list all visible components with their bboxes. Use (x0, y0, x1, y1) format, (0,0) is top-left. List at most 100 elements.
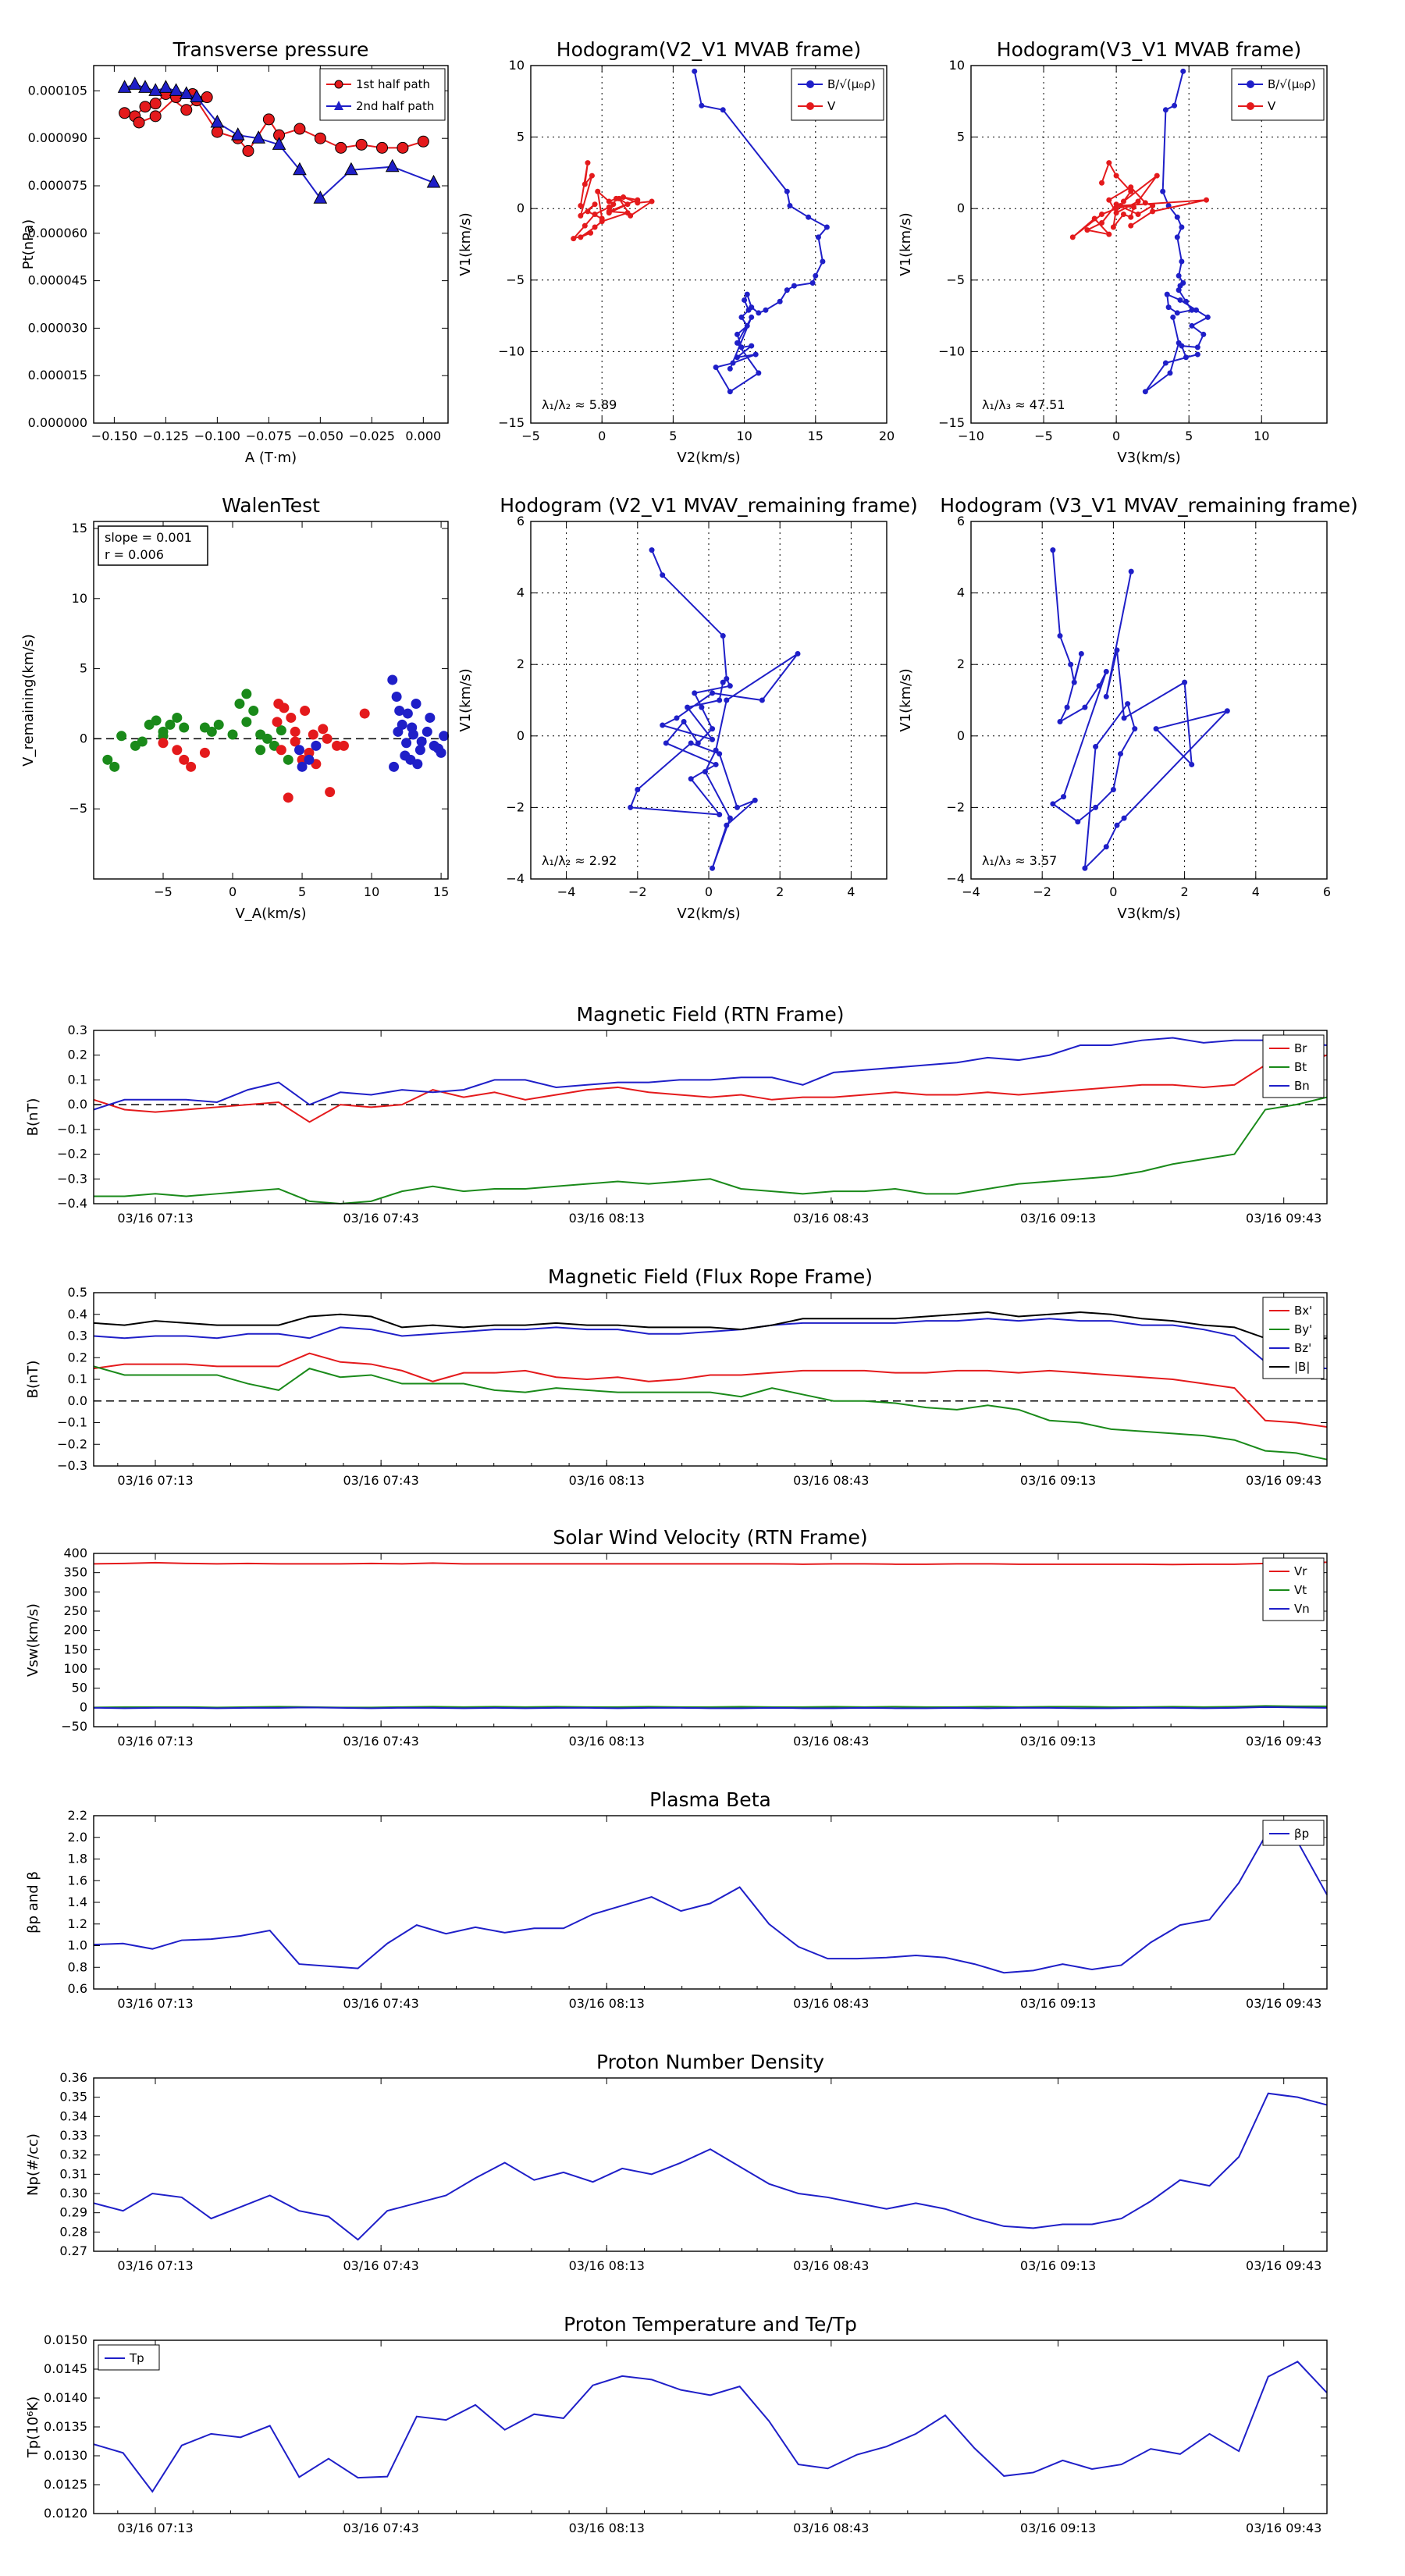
y-tick-label: 0.28 (59, 2224, 87, 2239)
data-point (710, 736, 716, 742)
series-V_remaining (1069, 160, 1210, 240)
y-tick-label: 250 (63, 1603, 87, 1618)
series-line-βp (93, 1830, 1328, 1974)
data-point (635, 787, 641, 792)
legend-label: Bt (1294, 1060, 1307, 1074)
data-point (149, 110, 162, 123)
y-tick-label: 0.000075 (28, 178, 87, 193)
y-tick-label: −10 (498, 343, 525, 358)
y-tick-label: 1.2 (68, 1916, 87, 1931)
data-point (426, 174, 441, 188)
data-point (749, 314, 755, 320)
data-point (578, 203, 584, 209)
data-point (1082, 704, 1088, 710)
data-point (262, 733, 273, 744)
data-point (578, 212, 584, 219)
data-point (752, 351, 759, 358)
data-point (322, 733, 333, 744)
data-point (297, 761, 308, 772)
data-point (210, 114, 225, 128)
data-point (286, 712, 297, 723)
data-point (318, 724, 329, 735)
x-axis-label: V3(km/s) (1117, 906, 1180, 922)
y-axis-label: V1(km/s) (457, 668, 474, 731)
data-point (791, 283, 797, 289)
data-point (742, 297, 748, 303)
data-point (777, 298, 783, 304)
data-point (813, 272, 819, 279)
data-point (624, 210, 631, 216)
x-tick-label: 03/16 08:13 (569, 1473, 645, 1488)
eigen-ratio-annotation: λ₁/λ₂ ≈ 2.92 (542, 853, 617, 868)
y-tick-label: −15 (498, 415, 525, 430)
data-point (179, 722, 190, 733)
data-point (169, 83, 183, 96)
eigen-ratio-annotation: λ₁/λ₂ ≈ 5.89 (542, 397, 617, 412)
data-point (127, 76, 142, 90)
data-point (1099, 220, 1105, 226)
data-point (422, 726, 432, 737)
plot-frame (970, 521, 1328, 880)
data-point (416, 736, 427, 747)
data-point (1162, 360, 1168, 366)
data-point (606, 208, 612, 215)
data-point (595, 188, 601, 194)
data-point (1180, 68, 1186, 74)
x-tick-label: −0.125 (143, 429, 189, 443)
legend-label: Bn (1294, 1079, 1310, 1093)
y-tick-label: 300 (63, 1584, 87, 1599)
x-tick-label: 03/16 09:13 (1020, 1473, 1096, 1488)
data-point (1050, 547, 1056, 553)
data-point (1125, 701, 1131, 707)
data-point (727, 683, 733, 689)
data-point (1164, 291, 1170, 297)
data-point (734, 354, 740, 361)
data-point (660, 722, 666, 728)
y-tick-label: 0.000000 (28, 415, 87, 430)
data-point (158, 738, 169, 749)
chart-title: Solar Wind Velocity (RTN Frame) (553, 1526, 867, 1549)
data-point (180, 104, 193, 116)
x-tick-label: 03/16 08:43 (793, 1473, 869, 1488)
data-point (1135, 212, 1141, 218)
data-point (1154, 173, 1160, 179)
y-tick-label: −15 (938, 415, 965, 430)
chart-h1: −5 0 5 10 15 20 −15 −10 −5 0 5 10 V2(km/s) V1(km/s) Ho… (457, 38, 895, 466)
y-tick-label: 0.0135 (44, 2419, 87, 2434)
data-point (713, 365, 719, 371)
x-tick-label: 10 (364, 884, 379, 899)
x-tick-label: 4 (847, 884, 855, 899)
x-tick-label: 03/16 09:13 (1020, 2521, 1096, 2535)
y-tick-label: 0.000030 (28, 320, 87, 335)
data-point (1165, 304, 1172, 311)
y-tick-label: 0.30 (59, 2186, 87, 2201)
y-tick-label: −5 (69, 801, 87, 816)
data-point (738, 344, 745, 350)
data-point (784, 188, 790, 194)
chart-title: Magnetic Field (Flux Rope Frame) (548, 1265, 873, 1288)
data-point (1084, 227, 1090, 233)
data-point (1176, 340, 1182, 346)
legend-label: Br (1294, 1041, 1307, 1055)
series-line-0 (93, 2092, 1328, 2241)
data-point (158, 726, 169, 737)
data-point (1078, 650, 1084, 656)
data-point (1183, 298, 1189, 304)
data-point (820, 258, 826, 265)
data-point (308, 729, 318, 740)
data-point (585, 208, 591, 215)
x-tick-label: 03/16 09:43 (1246, 2521, 1321, 2535)
data-point (213, 719, 224, 730)
data-point (663, 740, 669, 746)
x-tick-label: 0 (1109, 884, 1117, 899)
data-point (391, 692, 402, 703)
legend-label: 1st half path (356, 77, 430, 91)
x-tick-label: 03/16 09:13 (1020, 2258, 1096, 2273)
x-tick-label: 20 (879, 429, 895, 443)
y-tick-label: 150 (63, 1642, 87, 1656)
data-point (1224, 708, 1230, 714)
data-point (727, 815, 733, 821)
chart-title: Hodogram (V3_V1 MVAV_remaining frame) (940, 494, 1358, 517)
data-point (734, 804, 740, 810)
plot-frame (530, 521, 887, 880)
